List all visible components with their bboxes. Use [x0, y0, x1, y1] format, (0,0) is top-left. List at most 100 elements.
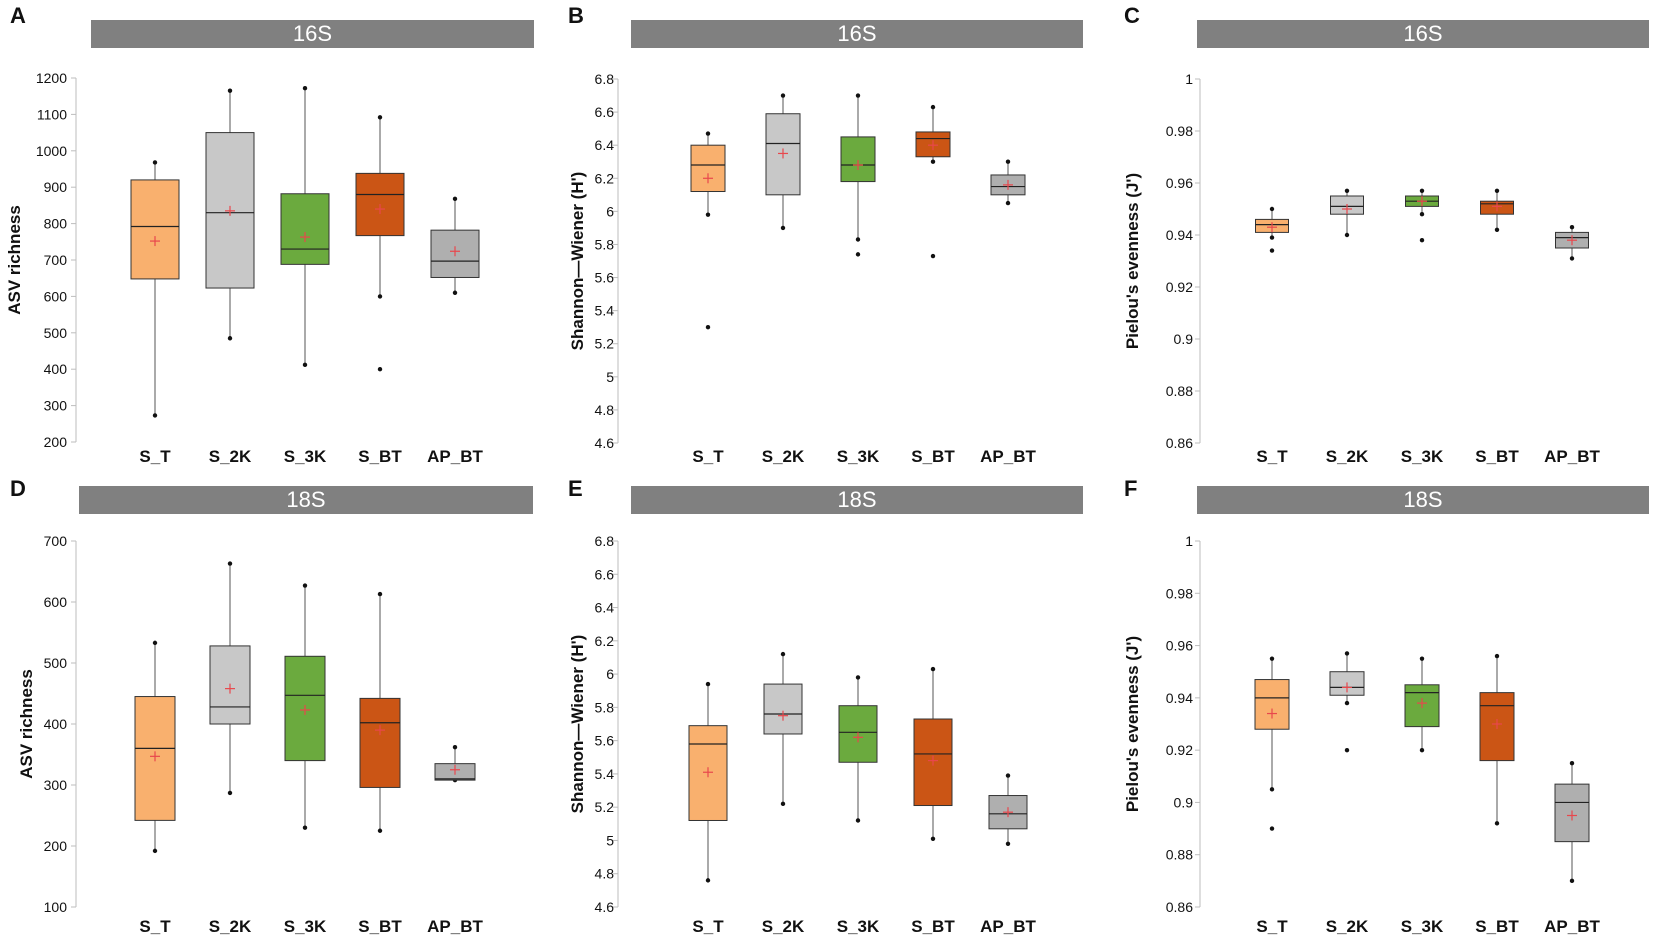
y-tick-label: 200	[44, 434, 68, 450]
outlier-point	[855, 252, 861, 257]
box-s-3k	[838, 675, 878, 823]
panel-letter: E	[568, 476, 583, 501]
box-s-2k	[1329, 651, 1365, 753]
y-tick-label: 0.98	[1166, 123, 1193, 139]
box-s-2k	[209, 561, 251, 796]
y-tick-label: 4.8	[595, 402, 615, 418]
x-category-label: S_3K	[284, 917, 327, 936]
x-category-label: S_BT	[358, 447, 402, 466]
box-ap-bt	[988, 773, 1028, 846]
y-tick-label: 5.4	[595, 303, 615, 319]
whisker-cap-min	[1005, 200, 1011, 206]
y-tick-label: 6.6	[595, 566, 615, 582]
x-category-label: S_3K	[1401, 917, 1444, 936]
y-tick-label: 1100	[37, 106, 67, 122]
y-tick-label: 700	[44, 533, 68, 549]
y-tick-label: 0.94	[1166, 227, 1193, 243]
y-tick-label: 5.2	[595, 799, 615, 815]
whisker-cap-max	[705, 131, 711, 136]
y-tick-label: 0.9	[1174, 331, 1194, 347]
whisker-cap-max	[1344, 651, 1350, 656]
whisker-cap-max	[1419, 188, 1425, 193]
banner-title: 18S	[837, 487, 876, 512]
y-tick-label: 6.4	[595, 600, 615, 616]
x-category-label: S_2K	[1326, 447, 1369, 466]
y-tick-label: 5.8	[595, 699, 615, 715]
box-body	[1254, 679, 1290, 730]
y-tick-label: 5.4	[595, 766, 615, 782]
box-s-bt	[915, 104, 951, 259]
banner-bar	[1197, 20, 1649, 48]
y-tick-label: 500	[44, 325, 68, 341]
whisker-cap-max	[780, 93, 786, 98]
box-s-t	[1254, 656, 1290, 831]
x-category-label: S_BT	[1475, 447, 1519, 466]
panel-letter: A	[10, 3, 26, 28]
panel-d: D 18S 100 200 300 400 500 600 700 ASV richness S_T…	[10, 476, 533, 936]
y-tick-label: 0.9	[1174, 794, 1194, 810]
x-category-label: S_3K	[837, 917, 880, 936]
y-tick-label: 6.4	[595, 137, 615, 153]
x-category-label: S_3K	[1401, 447, 1444, 466]
box-s-3k	[1405, 188, 1439, 243]
whisker-cap-min	[780, 801, 786, 807]
whisker-cap-max	[1005, 159, 1011, 164]
box-s-bt	[1479, 653, 1515, 826]
box-s-2k	[1330, 188, 1364, 238]
box-ap-bt	[430, 196, 480, 295]
x-category-label: S_3K	[284, 447, 327, 466]
whisker-cap-min	[1005, 841, 1011, 846]
y-tick-label: 1000	[36, 143, 67, 159]
whisker-cap-max	[1005, 773, 1011, 778]
whisker-cap-min	[152, 413, 158, 418]
whisker-cap-max	[1269, 206, 1275, 212]
whisker-cap-max	[452, 744, 458, 750]
box-s-bt	[355, 115, 405, 372]
whisker-cap-min	[1344, 232, 1350, 238]
x-category-label: S_T	[692, 917, 724, 936]
banner-title: 18S	[286, 487, 325, 512]
box-s-t	[1255, 206, 1289, 253]
banner-title: 16S	[293, 21, 332, 46]
banner-title: 16S	[837, 21, 876, 46]
y-tick-label: 0.96	[1166, 638, 1193, 654]
whisker-cap-min	[1269, 235, 1275, 240]
x-category-label: S_BT	[911, 917, 955, 936]
outlier-point	[1419, 238, 1425, 243]
y-tick-label: 4.6	[595, 435, 615, 451]
whisker-cap-min	[452, 290, 458, 295]
box-s-3k	[280, 85, 330, 368]
x-category-label: AP_BT	[427, 917, 483, 936]
y-axis-label: ASV richness	[17, 669, 36, 779]
whisker-cap-max	[855, 93, 861, 98]
y-tick-label: 5.2	[595, 336, 615, 352]
y-axis-label: Shannon—Wiener (H')	[568, 172, 587, 351]
x-category-label: S_BT	[358, 917, 402, 936]
y-tick-label: 6.8	[595, 71, 615, 87]
whisker-cap-max	[452, 196, 458, 202]
y-tick-label: 0.92	[1166, 742, 1193, 758]
box-body	[765, 113, 801, 196]
x-category-label: AP_BT	[427, 447, 483, 466]
box-body	[763, 683, 803, 735]
y-axis-label: Pielou's evenness (J')	[1123, 173, 1142, 349]
banner-bar	[91, 20, 534, 48]
whisker-cap-max	[227, 88, 233, 93]
x-category-label: AP_BT	[980, 917, 1036, 936]
y-tick-label: 600	[44, 288, 68, 304]
y-tick-label: 0.88	[1166, 847, 1193, 863]
whisker-cap-min	[1569, 878, 1575, 884]
y-axis-label: Pielou's evenness (J')	[1123, 636, 1142, 812]
box-body	[840, 136, 876, 183]
y-tick-label: 5.6	[595, 270, 615, 286]
x-category-label: AP_BT	[1544, 447, 1600, 466]
box-s-t	[134, 640, 176, 854]
box-s-2k	[763, 651, 803, 807]
x-category-label: S_T	[1256, 447, 1288, 466]
whisker-cap-min	[302, 362, 308, 368]
whisker-cap-max	[302, 85, 308, 91]
box-s-bt	[359, 591, 401, 833]
y-tick-label: 6.6	[595, 104, 615, 120]
whisker-cap-min	[1419, 747, 1425, 753]
